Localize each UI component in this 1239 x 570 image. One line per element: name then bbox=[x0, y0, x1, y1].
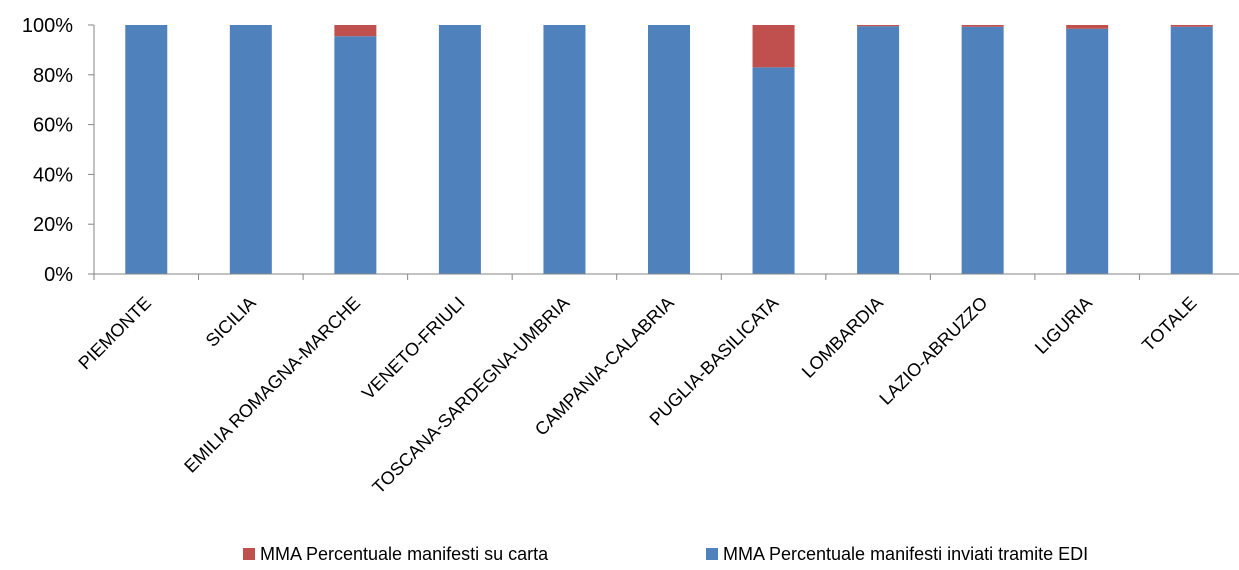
bar-segment-series-0 bbox=[961, 26, 1004, 275]
legend: MMA Percentuale manifesti su carta MMA Pe… bbox=[243, 544, 1088, 564]
bar-segment-series-0 bbox=[1170, 26, 1213, 275]
bar-segment-series-1 bbox=[334, 25, 377, 37]
legend-label: MMA Percentuale manifesti su carta bbox=[260, 544, 549, 564]
bar-segment-series-1 bbox=[1170, 25, 1213, 27]
y-tick-label: 60% bbox=[33, 115, 73, 137]
bar-segment-series-0 bbox=[857, 26, 900, 275]
y-axis-ticks: 0% 20% 40% 60% 80% 100% bbox=[22, 15, 94, 286]
bar-segment-series-0 bbox=[125, 25, 168, 274]
bar-segment-series-1 bbox=[857, 25, 900, 27]
x-category-label: LAZIO-ABRUZZO bbox=[875, 293, 991, 409]
bar-segment-series-0 bbox=[752, 67, 795, 274]
x-category-label: EMILIA ROMAGNA-MARCHE bbox=[180, 293, 364, 477]
x-category-label: TOSCANA-SARDEGNA-UMBRIA bbox=[368, 293, 573, 498]
y-tick-label: 20% bbox=[33, 214, 73, 236]
bar-segment-series-1 bbox=[961, 25, 1004, 27]
bars-layer bbox=[125, 25, 1213, 275]
bar-segment-series-1 bbox=[752, 25, 795, 68]
x-category-label: LIGURIA bbox=[1031, 293, 1096, 358]
bar-segment-series-1 bbox=[1066, 25, 1109, 29]
y-tick-label: 40% bbox=[33, 164, 73, 186]
x-category-label: TOTALE bbox=[1138, 293, 1200, 355]
x-category-label: VENETO-FRIULI bbox=[358, 293, 469, 404]
legend-swatch bbox=[706, 548, 718, 560]
bar-segment-series-0 bbox=[1066, 28, 1109, 274]
bar-segment-series-0 bbox=[438, 25, 481, 274]
x-category-label: LOMBARDIA bbox=[798, 293, 887, 382]
x-axis-ticks bbox=[93, 274, 1140, 280]
y-tick-label: 80% bbox=[33, 65, 73, 87]
bar-segment-series-0 bbox=[648, 25, 690, 274]
y-tick-label: 100% bbox=[22, 15, 73, 37]
legend-label: MMA Percentuale manifesti inviati tramit… bbox=[723, 544, 1088, 564]
legend-swatch bbox=[243, 548, 255, 560]
x-category-label: SICILIA bbox=[202, 293, 260, 351]
bar-segment-series-0 bbox=[229, 25, 272, 274]
bar-segment-series-0 bbox=[334, 36, 377, 274]
x-category-label: PIEMONTE bbox=[74, 293, 155, 374]
bar-segment-series-0 bbox=[543, 25, 586, 274]
y-tick-label: 0% bbox=[44, 264, 73, 286]
